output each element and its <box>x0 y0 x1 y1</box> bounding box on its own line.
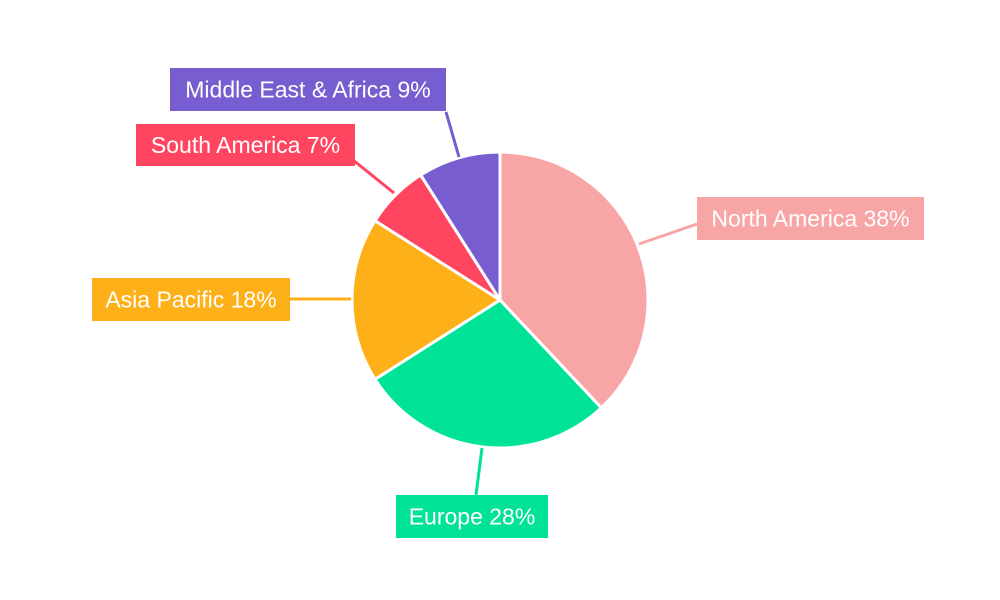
label-text-asia-pacific: Asia Pacific 18% <box>105 287 276 313</box>
pie-slice-north-america[interactable] <box>498 150 650 410</box>
slice-label-middle-east-and-africa: Middle East & Africa 9% <box>170 68 446 111</box>
slice-label-south-america: South America 7% <box>136 124 355 166</box>
label-text-middle-east-and-africa: Middle East & Africa 9% <box>185 77 430 103</box>
leader-line-north-america <box>638 222 698 246</box>
slice-label-north-america: North America 38% <box>697 197 924 240</box>
leader-line-south-america <box>352 158 395 195</box>
slice-label-europe: Europe 28% <box>396 495 548 538</box>
label-box-asia-pacific <box>92 278 290 321</box>
leader-line-europe <box>474 447 484 496</box>
label-box-north-america <box>697 197 924 240</box>
pie-slice-europe[interactable] <box>373 298 603 450</box>
pie-slice-middle-east-and-africa[interactable] <box>419 150 502 302</box>
label-box-europe <box>396 495 548 538</box>
label-text-south-america: South America 7% <box>151 132 340 158</box>
pie-slices <box>350 150 650 450</box>
pie-slice-asia-pacific[interactable] <box>350 219 502 381</box>
leader-lines <box>290 111 698 496</box>
label-box-middle-east-and-africa <box>170 68 446 111</box>
leader-line-middle-east-and-africa <box>444 111 461 158</box>
slice-label-asia-pacific: Asia Pacific 18% <box>92 278 290 321</box>
label-text-europe: Europe 28% <box>409 504 536 530</box>
label-box-south-america <box>136 124 355 166</box>
slice-labels: North America 38% Europe 28% Asia Pacific … <box>92 68 924 538</box>
label-text-north-america: North America 38% <box>711 206 909 232</box>
